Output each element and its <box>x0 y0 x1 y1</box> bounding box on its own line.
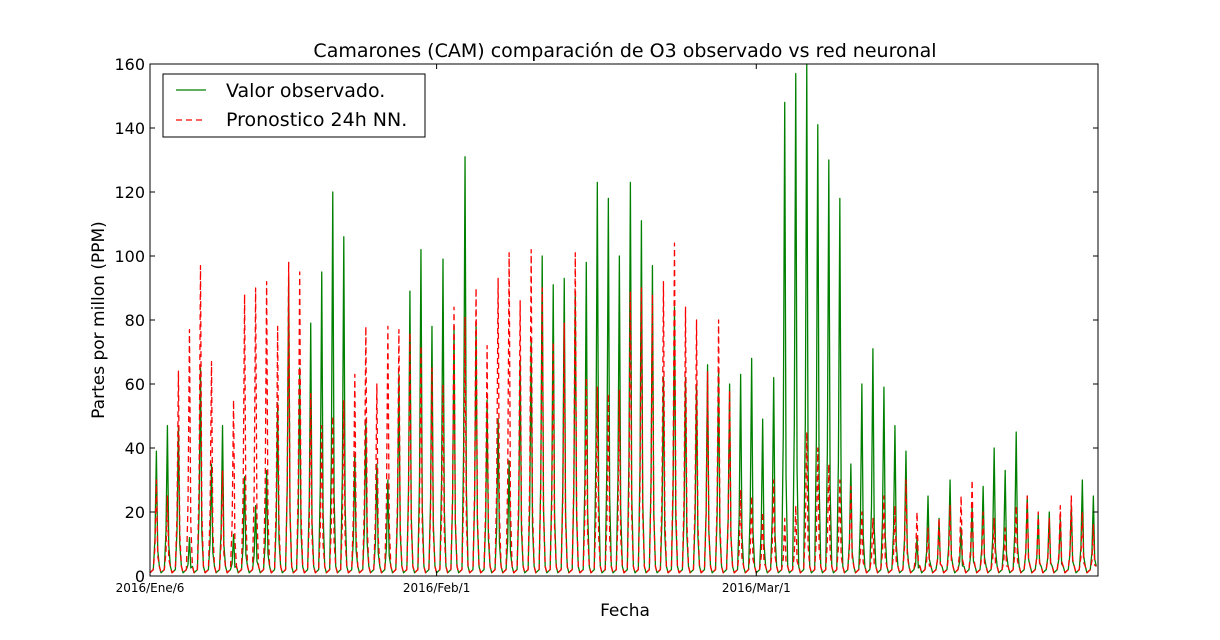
y-tick-label: 140 <box>114 119 145 138</box>
series-observed-line <box>149 63 1097 574</box>
x-tick-label: 2016/Ene/6 <box>116 581 185 595</box>
legend: Valor observado. Pronostico 24h NN. <box>162 73 426 138</box>
y-tick-label: 100 <box>114 247 145 266</box>
y-tick-label: 0 <box>135 567 145 586</box>
series-forecast-line <box>149 242 1097 574</box>
x-tick-label: 2016/Feb/1 <box>403 581 471 595</box>
y-tick-label: 60 <box>125 375 145 394</box>
legend-box <box>162 73 426 138</box>
x-tick-label: 2016/Mar/1 <box>722 581 791 595</box>
x-axis-label: Fecha <box>600 601 650 621</box>
y-tick-label: 160 <box>114 55 145 74</box>
legend-label-forecast: Pronostico 24h NN. <box>226 109 407 131</box>
series-group <box>149 63 1097 574</box>
plot-frame <box>149 63 1099 577</box>
x-axis: 2016/Ene/6 2016/Feb/1 2016/Mar/1 <box>116 64 791 595</box>
y-tick-label: 120 <box>114 183 145 202</box>
y-axis-label: Partes por millon (PPM) <box>89 221 109 419</box>
y-tick-label: 80 <box>125 311 145 330</box>
y-tick-label: 20 <box>125 503 145 522</box>
chart-title: Camarones (CAM) comparación de O3 observ… <box>313 40 936 62</box>
legend-label-observed: Valor observado. <box>226 80 385 102</box>
y-tick-label: 40 <box>125 439 145 458</box>
y-axis: 0 20 40 60 80 100 120 140 160 <box>114 55 1098 586</box>
